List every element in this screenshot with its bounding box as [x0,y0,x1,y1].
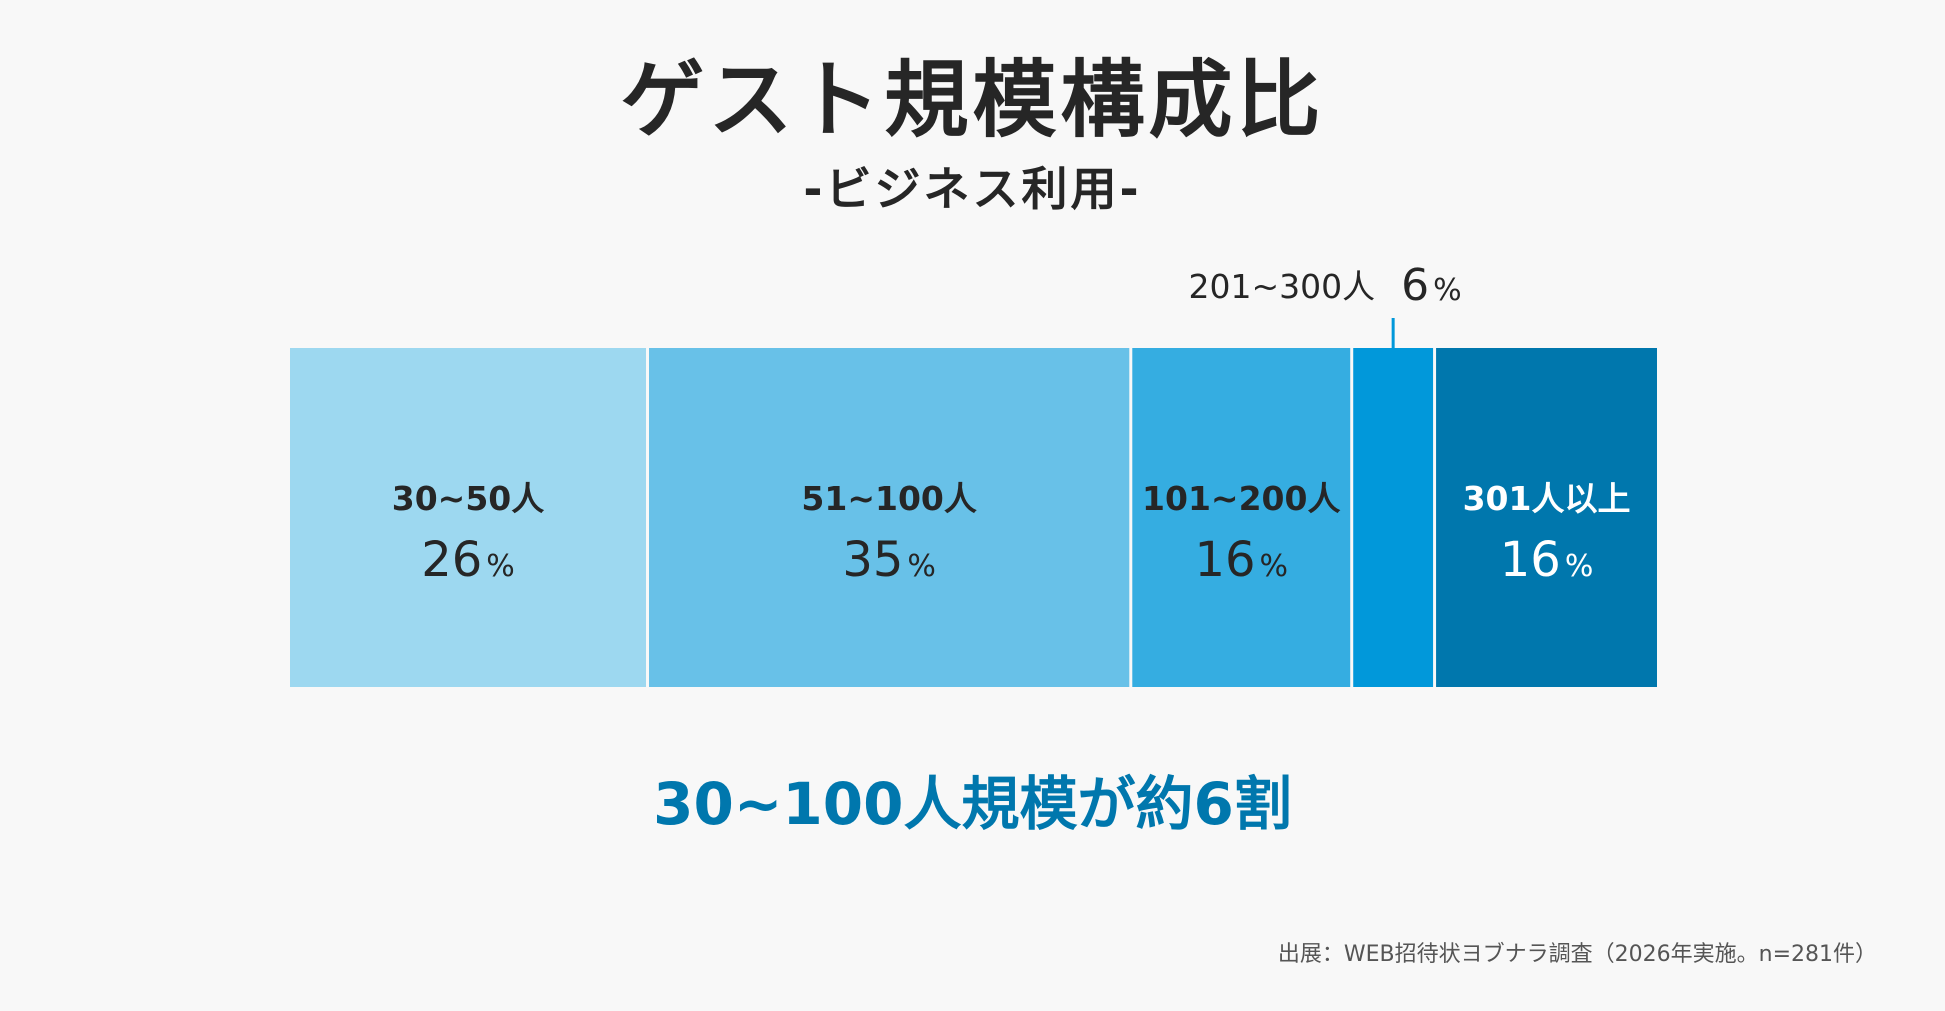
segment-1-bar [290,348,647,687]
headline-annotation: 30~100人規模が約6割 [653,770,1292,838]
segment-1-value-number: 26 [421,532,482,588]
chart-title: ゲスト規模構成比 [620,51,1325,149]
segment-5-label: 301人以上 [1463,479,1631,518]
segment-2-label: 51~100人 [801,479,976,518]
segment-5-value-number: 16 [1500,532,1561,588]
segment-4-label: 201~300人 [1189,267,1376,306]
segment-2-value-unit: % [907,549,936,584]
segment-1-value: 26% [421,532,515,588]
segment-5-value-unit: % [1565,549,1594,584]
chart-subtitle: -ビジネス利用- [803,162,1142,216]
segment-1-value-unit: % [486,549,515,584]
segment-5-bar [1436,348,1657,687]
segment-5-value: 16% [1500,532,1594,588]
segment-3-value-unit: % [1260,549,1289,584]
segment-3-label: 101~200人 [1142,479,1340,518]
segment-4-value-number: 6 [1401,260,1429,311]
segment-2-value: 35% [842,532,936,588]
source-note: 出展：WEB招待状ヨブナラ調査（2026年実施。n=281件） [1277,942,1877,967]
segment-3-value-number: 16 [1194,532,1255,588]
segment-2-value-number: 35 [842,532,903,588]
segment-4-value: 6% [1401,260,1462,311]
segment-4-bar [1353,348,1434,687]
segment-1-label: 30~50人 [392,479,545,518]
segment-3-bar [1132,348,1351,687]
segment-2-bar [649,348,1130,687]
segment-3-value: 16% [1194,532,1288,588]
segment-4-value-unit: % [1433,273,1462,308]
